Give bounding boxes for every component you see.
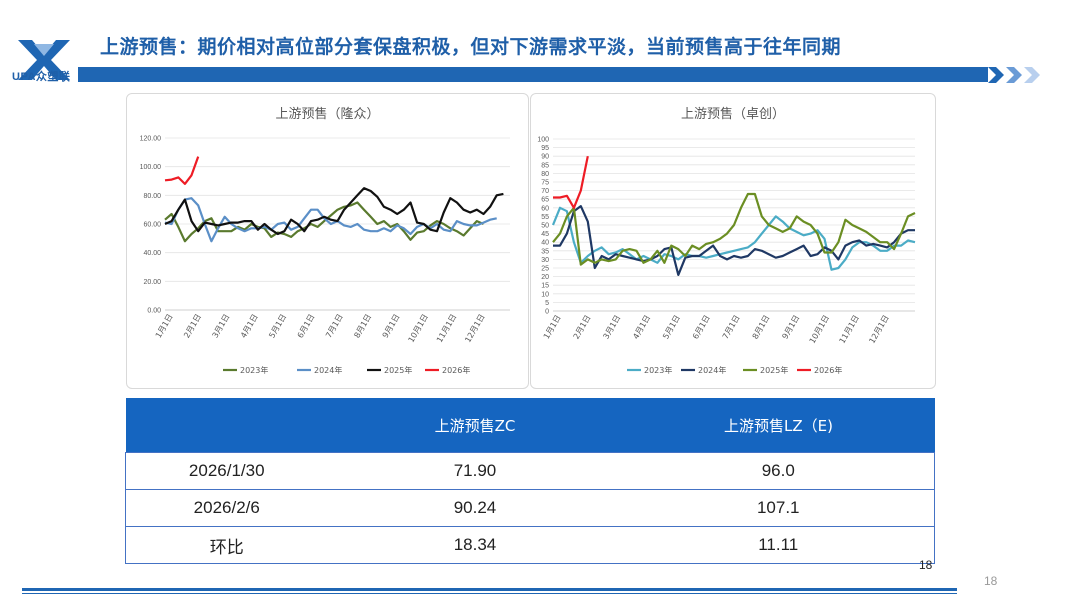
footer-line-thin — [22, 593, 957, 594]
x-tick-label: 11月1日 — [838, 314, 861, 346]
page-number: 18 — [984, 574, 998, 588]
y-tick-label: 15 — [541, 283, 549, 290]
table-row: 2026/1/30 71.90 96.0 — [125, 452, 935, 490]
table-row: 环比 18.34 11.11 — [125, 526, 935, 564]
x-tick-label: 10月1日 — [407, 313, 430, 345]
x-tick-label: 8月1日 — [751, 314, 772, 341]
legend-label: 2024年 — [314, 365, 342, 375]
y-tick-label: 60.00 — [143, 222, 161, 229]
y-tick-label: 65 — [541, 197, 549, 204]
x-tick-label: 1月1日 — [542, 314, 563, 341]
y-tick-label: 40.00 — [143, 250, 161, 257]
table-cell: 96.0 — [622, 452, 935, 490]
table-header-row: 上游预售ZC 上游预售LZ（E) — [125, 398, 935, 453]
table-header-cell: 上游预售ZC — [327, 398, 623, 453]
page-number-inner: 18 — [919, 558, 933, 572]
chart-title: 上游预售（卓创） — [681, 106, 785, 122]
table-cell: 90.24 — [327, 489, 623, 527]
y-tick-label: 45 — [541, 231, 549, 238]
legend-label: 2023年 — [240, 365, 268, 375]
series-line — [164, 201, 484, 243]
x-tick-label: 12月1日 — [867, 314, 890, 346]
x-tick-label: 2月1日 — [572, 314, 593, 341]
x-tick-label: 4月1日 — [631, 314, 652, 341]
x-tick-label: 9月1日 — [381, 313, 402, 340]
series-line — [553, 155, 589, 209]
y-tick-label: 70 — [541, 188, 549, 195]
table-row: 2026/2/6 90.24 107.1 — [125, 489, 935, 527]
x-tick-label: 6月1日 — [296, 313, 317, 340]
table-header-cell — [125, 398, 328, 453]
y-tick-label: 75 — [541, 180, 549, 187]
series-line — [552, 192, 916, 266]
y-tick-label: 50 — [541, 223, 549, 230]
y-tick-label: 60 — [541, 205, 549, 212]
table-cell: 2026/1/30 — [125, 452, 328, 490]
y-tick-label: 85 — [541, 162, 549, 169]
y-tick-label: 25 — [541, 266, 549, 273]
x-tick-label: 1月1日 — [154, 313, 175, 340]
x-tick-label: 5月1日 — [661, 314, 682, 341]
y-tick-label: 100.00 — [140, 164, 162, 171]
page-title: 上游预售：期价相对高位部分套保盘积极，但对下游需求平淡，当前预售高于往年同期 — [100, 36, 842, 58]
x-tick-label: 9月1日 — [780, 314, 801, 341]
table-cell: 107.1 — [622, 489, 935, 527]
table-cell: 11.11 — [622, 526, 935, 564]
logo-text: UPA众塑联 — [12, 71, 71, 83]
title-bar — [78, 67, 988, 82]
y-tick-label: 0.00 — [147, 308, 161, 315]
series-line — [164, 187, 504, 236]
y-tick-label: 35 — [541, 248, 549, 255]
series-line — [551, 206, 916, 271]
upa-logo-icon — [18, 40, 70, 80]
chevron-right-icon — [988, 67, 1040, 83]
y-tick-label: 10 — [541, 291, 549, 298]
y-tick-label: 100 — [537, 137, 549, 144]
legend-label: 2023年 — [644, 365, 672, 375]
y-tick-label: 80 — [541, 171, 549, 178]
x-tick-label: 10月1日 — [808, 314, 831, 346]
series-line — [553, 204, 915, 276]
legend-label: 2025年 — [760, 365, 788, 375]
y-tick-label: 30 — [541, 257, 549, 264]
legend-label: 2026年 — [814, 365, 842, 375]
y-tick-label: 0 — [545, 309, 549, 316]
y-tick-label: 5 — [545, 300, 549, 307]
x-tick-label: 8月1日 — [352, 313, 373, 340]
footer-line — [22, 588, 957, 591]
table-cell: 2026/2/6 — [125, 489, 328, 527]
chart-title: 上游预售（隆众） — [275, 106, 379, 122]
x-tick-label: 3月1日 — [211, 313, 232, 340]
x-tick-label: 7月1日 — [721, 314, 742, 341]
table-cell: 18.34 — [327, 526, 623, 564]
x-tick-label: 12月1日 — [463, 313, 486, 345]
table-cell: 环比 — [125, 526, 328, 564]
table-cell: 71.90 — [327, 452, 623, 490]
x-tick-label: 3月1日 — [601, 314, 622, 341]
y-tick-label: 90 — [541, 154, 549, 161]
x-tick-label: 6月1日 — [691, 314, 712, 341]
legend-label: 2024年 — [698, 365, 726, 375]
y-tick-label: 40 — [541, 240, 549, 247]
chart-card-longzhong: 上游预售（隆众） 0.00 20.00 40.00 60.00 80.00 100.00 12… — [126, 93, 529, 389]
x-tick-label: 2月1日 — [182, 313, 203, 340]
legend-label: 2026年 — [442, 365, 470, 375]
x-tick-label: 11月1日 — [435, 313, 458, 345]
x-tick-label: 7月1日 — [324, 313, 345, 340]
table-header-cell: 上游预售LZ（E) — [622, 398, 935, 453]
legend-label: 2025年 — [384, 365, 412, 375]
y-tick-label: 20 — [541, 274, 549, 281]
y-tick-label: 55 — [541, 214, 549, 221]
x-tick-label: 4月1日 — [239, 313, 260, 340]
series-line — [164, 156, 200, 186]
chart-longzhong: 上游预售（隆众） 0.00 20.00 40.00 60.00 80.00 100.00 12… — [140, 106, 510, 375]
y-tick-label: 95 — [541, 145, 549, 152]
y-tick-label: 20.00 — [143, 279, 161, 286]
chart-card-zhuochuang: 上游预售（卓创） 0 5 10 15 20 25 30 35 40 45 50 55 60 65 70 75 80… — [530, 93, 936, 389]
x-tick-label: 5月1日 — [267, 313, 288, 340]
presale-summary-table: 上游预售ZC 上游预售LZ（E) 2026/1/30 71.90 96.0 20… — [125, 398, 935, 564]
y-tick-label: 120.00 — [140, 136, 162, 143]
y-tick-label: 80.00 — [143, 193, 161, 200]
